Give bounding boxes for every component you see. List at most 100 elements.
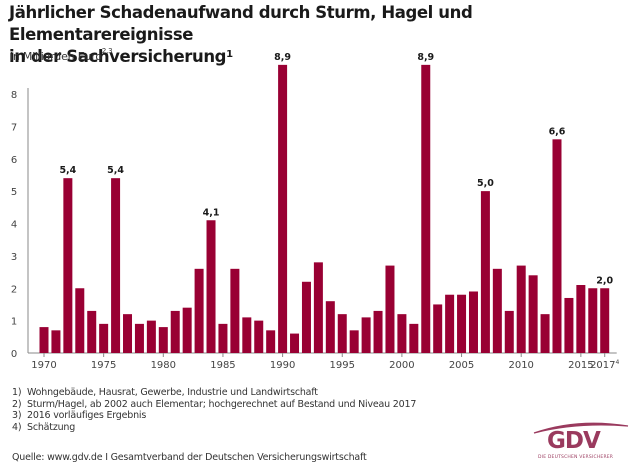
bar-2007 — [480, 191, 490, 353]
bar-1995 — [337, 314, 347, 353]
bar-1996 — [349, 330, 359, 353]
bar-1990 — [278, 64, 288, 354]
x-axis: 1970 1975 1980 1985 1990 1995 2000 2005 2010 2015… — [28, 352, 620, 371]
bar-2001 — [409, 323, 419, 353]
chart-title: Jährlicher Schadenaufwand durch Sturm, H… — [9, 2, 639, 68]
bar-2006 — [468, 291, 478, 353]
bar-2003 — [433, 304, 443, 353]
gdv-logo: GDV DIE DEUTSCHEN VERSICHERER — [532, 420, 632, 462]
x-tick-label: 1980 — [151, 360, 176, 371]
bar-chart: 0 1 2 3 4 5 6 7 8 1970 1975 1980 1985 1990 1995 2000 20… — [11, 52, 620, 371]
data-label-2013: 6,6 — [549, 126, 566, 137]
bar-2010 — [516, 265, 526, 353]
bars — [39, 64, 610, 354]
data-label-1990: 8,9 — [274, 52, 291, 63]
subtitle-footnote-marker: 2,3 — [101, 47, 113, 55]
x-tick-label: 2010 — [508, 360, 533, 371]
bar-2000 — [397, 314, 407, 353]
x-tick-label: 1970 — [31, 360, 56, 371]
bar-1984 — [206, 220, 216, 353]
data-labels: 5,4 5,4 4,1 8,9 8,9 5,0 6,6 2,0 — [59, 52, 613, 286]
bar-2016 — [588, 288, 598, 353]
data-label-1984: 4,1 — [203, 207, 220, 218]
bar-1972 — [63, 178, 73, 353]
x-tick-label: 1985 — [210, 360, 235, 371]
footnotes: 1) Wohngebäude, Hausrat, Gewerbe, Industr… — [12, 387, 416, 433]
bar-1975 — [99, 323, 109, 353]
bar-2011 — [528, 275, 538, 353]
bar-1988 — [254, 320, 264, 353]
bar-2005 — [457, 294, 467, 353]
logo-wordmark: GDV — [547, 428, 601, 454]
y-tick-label: 7 — [11, 122, 17, 133]
bar-1999 — [385, 265, 395, 353]
x-tick-label: 1995 — [330, 360, 355, 371]
y-tick-label: 3 — [11, 252, 17, 263]
bar-1989 — [266, 330, 276, 353]
bar-2002 — [421, 64, 431, 354]
x-tick-label: 1990 — [270, 360, 295, 371]
bar-2004 — [445, 294, 455, 353]
data-label-2002: 8,9 — [417, 52, 434, 63]
logo-tagline: DIE DEUTSCHEN VERSICHERER — [538, 455, 614, 460]
bar-1974 — [87, 310, 97, 353]
y-tick-label: 4 — [11, 220, 17, 231]
bar-1976 — [111, 178, 121, 353]
data-label-2017: 2,0 — [596, 275, 613, 286]
footnote-number: 3) — [12, 410, 22, 421]
bar-2009 — [504, 310, 514, 353]
footnote-number: 2) — [12, 398, 22, 410]
bar-1971 — [51, 330, 61, 353]
bar-1985 — [218, 323, 228, 353]
x-tick-label: 2000 — [389, 360, 414, 371]
footnote-text: 2016 vorläufiges Ergebnis — [27, 410, 147, 421]
footnote-text: Schätzung — [27, 421, 76, 433]
footnote-number: 1) — [12, 387, 22, 398]
footnote-number: 4) — [12, 421, 22, 433]
bar-2013 — [552, 139, 562, 353]
x-tick-label: 1975 — [91, 360, 116, 371]
bar-1978 — [134, 323, 144, 353]
logo-arc-icon — [533, 422, 629, 434]
bar-1987 — [242, 317, 252, 353]
bar-1994 — [325, 301, 335, 353]
bar-2017 — [600, 288, 610, 353]
bar-1986 — [230, 268, 240, 353]
footnote-2: 2) Sturm/Hagel, ab 2002 auch Elementar; h… — [12, 399, 416, 411]
data-label-1972: 5,4 — [59, 165, 76, 176]
y-tick-label: 5 — [11, 187, 17, 198]
bar-2015 — [576, 285, 586, 353]
y-tick-label: 6 — [11, 155, 17, 166]
data-label-2007: 5,0 — [477, 178, 494, 189]
bar-1992 — [301, 281, 311, 353]
footnote-text: Sturm/Hagel, ab 2002 auch Elementar; hoc… — [27, 398, 417, 410]
footnote-4: 4) Schätzung — [12, 422, 416, 434]
bar-1980 — [158, 327, 168, 353]
bar-1998 — [373, 310, 383, 353]
footnote-3: 3) 2016 vorläufiges Ergebnis — [12, 410, 416, 422]
bar-2008 — [492, 268, 502, 353]
bar-1993 — [313, 262, 323, 353]
bar-1991 — [290, 333, 300, 353]
title-footnote-marker: 1 — [226, 49, 233, 60]
bar-1970 — [39, 327, 49, 353]
title-line-2: in der Sachversicherung — [9, 47, 227, 66]
title-line-1: Jährlicher Schadenaufwand durch Sturm, H… — [9, 3, 473, 44]
bar-1973 — [75, 288, 85, 353]
data-label-1976: 5,4 — [107, 165, 124, 176]
bar-1977 — [123, 314, 133, 353]
y-tick-label: 0 — [11, 349, 17, 360]
bar-1997 — [361, 317, 371, 353]
bar-1981 — [170, 310, 180, 353]
subtitle-text: in Milliarden Euro — [10, 50, 102, 63]
y-tick-label: 1 — [11, 317, 17, 328]
footnote-text: Wohngebäude, Hausrat, Gewerbe, Industrie… — [27, 387, 318, 398]
bar-2014 — [564, 297, 574, 353]
x-tick-label: 2005 — [449, 360, 474, 371]
source-line: Quelle: www.gdv.de I Gesamtverband der D… — [12, 452, 367, 463]
footnote-1: 1) Wohngebäude, Hausrat, Gewerbe, Industr… — [12, 387, 416, 399]
y-tick-label: 2 — [11, 284, 17, 295]
bar-1979 — [146, 320, 156, 353]
x-tick-label: 2015 — [568, 360, 593, 371]
y-tick-label: 8 — [11, 90, 17, 101]
